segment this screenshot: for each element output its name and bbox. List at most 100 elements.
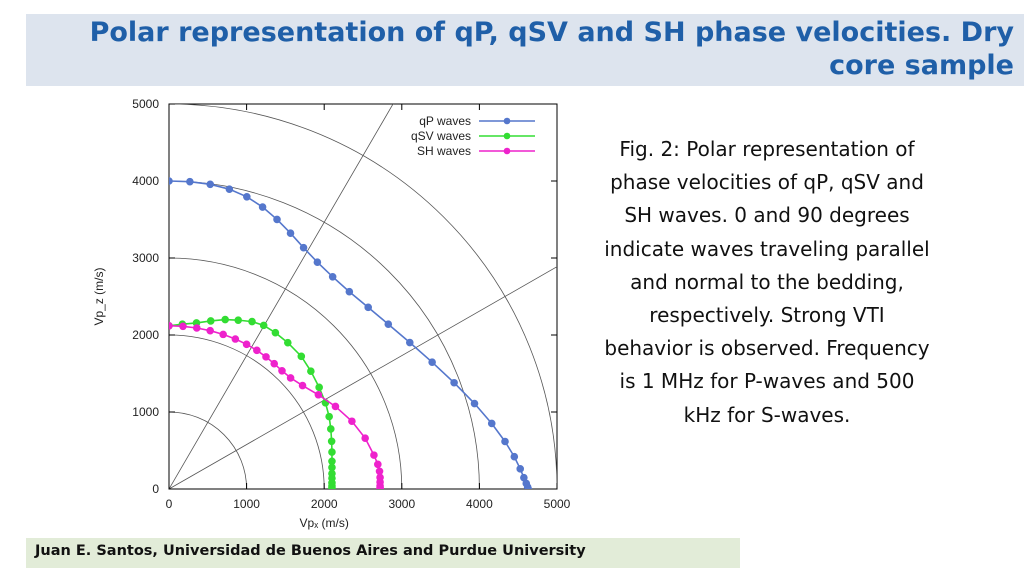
y-tick-label: 5000 [132, 97, 159, 111]
chart-svg: 0 1000 2000 3000 4000 5000 0 1000 2000 3000 4000 50… [92, 97, 571, 530]
grid-radial-0 [169, 266, 557, 489]
data-point [470, 399, 479, 408]
data-point [501, 437, 509, 446]
y-axis-label: Vp_z (m/s) [92, 267, 106, 325]
data-point [248, 317, 256, 326]
data-point [206, 180, 215, 189]
plot-frame [168, 103, 558, 490]
figure-caption: Fig. 2: Polar representation of phase ve… [604, 137, 930, 427]
x-tick-label: 0 [166, 497, 173, 511]
data-point [221, 315, 229, 324]
data-point [219, 330, 227, 339]
data-point [192, 324, 201, 332]
slide-title: Polar representation of qP, qSV and SH p… [89, 17, 1014, 81]
series-1 [169, 315, 336, 489]
data-point [273, 215, 281, 224]
data-point [270, 359, 279, 368]
data-point [328, 448, 336, 456]
data-point [405, 338, 414, 347]
legend-marker [503, 147, 511, 155]
x-tick-label: 3000 [388, 497, 415, 511]
data-point [328, 463, 336, 472]
footer-author: Juan E. Santos, Universidad de Buenos Ai… [35, 543, 586, 559]
data-point [348, 417, 356, 426]
data-point [262, 353, 270, 361]
x-tick-label: 4000 [466, 497, 493, 511]
data-point [206, 326, 215, 335]
series-line [169, 324, 381, 489]
legend-marker [503, 117, 511, 125]
data-point [225, 185, 234, 193]
grid-circle-4 [169, 104, 557, 489]
data-point [307, 367, 315, 375]
title-bar: Polar representation of qP, qSV and SH p… [26, 14, 1024, 86]
data-point [428, 358, 436, 366]
data-point [326, 425, 335, 433]
data-point [328, 485, 336, 489]
data-point [384, 320, 393, 329]
legend-label: SH waves [417, 144, 471, 158]
y-tick-label: 3000 [132, 251, 159, 265]
data-point [242, 340, 251, 349]
data-point [298, 381, 307, 390]
y-tick-label: 2000 [132, 328, 159, 342]
y-tick-label: 1000 [132, 405, 159, 419]
data-point [259, 321, 268, 330]
data-point [376, 485, 384, 489]
data-point [331, 402, 340, 411]
series-line [169, 318, 333, 489]
grid-radial-1 [169, 104, 394, 489]
series-0 [169, 177, 533, 489]
y-tick-label: 0 [152, 482, 159, 496]
grid-circle-0 [169, 411, 247, 489]
data-point [297, 352, 306, 361]
x-tick-label: 2000 [311, 497, 338, 511]
series-2 [169, 321, 384, 489]
footer-bar: Juan E. Santos, Universidad de Buenos Ai… [26, 538, 740, 568]
data-point [253, 346, 261, 355]
grid-circle-1 [169, 334, 325, 489]
data-point [487, 419, 496, 428]
data-point [169, 177, 173, 185]
data-point [375, 467, 384, 476]
data-point [243, 192, 251, 201]
grid-circle-2 [169, 257, 403, 489]
legend-label: qP waves [419, 114, 471, 128]
x-axis-label: Vpₓ (m/s) [300, 516, 349, 530]
data-point [286, 229, 295, 238]
data-point [258, 203, 267, 211]
data-point [206, 317, 215, 325]
data-point [286, 374, 295, 382]
data-point [169, 321, 173, 330]
data-point [314, 390, 323, 399]
data-point [374, 460, 382, 469]
x-tick-label: 5000 [544, 497, 571, 511]
data-point [328, 457, 336, 466]
data-point [327, 437, 336, 446]
data-point [179, 322, 187, 331]
data-point [328, 272, 337, 281]
data-point [524, 485, 533, 489]
data-point [361, 434, 369, 442]
polar-velocity-chart: 0 1000 2000 3000 4000 5000 0 1000 2000 3000 4000 50… [85, 94, 580, 534]
data-point [315, 383, 323, 392]
x-tick-label: 1000 [233, 497, 260, 511]
data-point [510, 452, 519, 461]
data-point [516, 465, 525, 473]
data-point [325, 412, 333, 421]
polar-grid [169, 104, 557, 489]
legend-marker [503, 132, 511, 140]
grid-circle-3 [169, 180, 480, 489]
data-point [186, 177, 194, 186]
data-point [313, 258, 322, 267]
data-point [370, 451, 378, 459]
data-point [234, 316, 243, 324]
y-tick-label: 4000 [132, 174, 159, 188]
data-point [450, 378, 458, 387]
data-point [284, 338, 292, 347]
data-point [364, 303, 372, 312]
data-point [345, 287, 354, 296]
legend-label: qSV waves [411, 129, 471, 143]
data-point [299, 243, 308, 252]
